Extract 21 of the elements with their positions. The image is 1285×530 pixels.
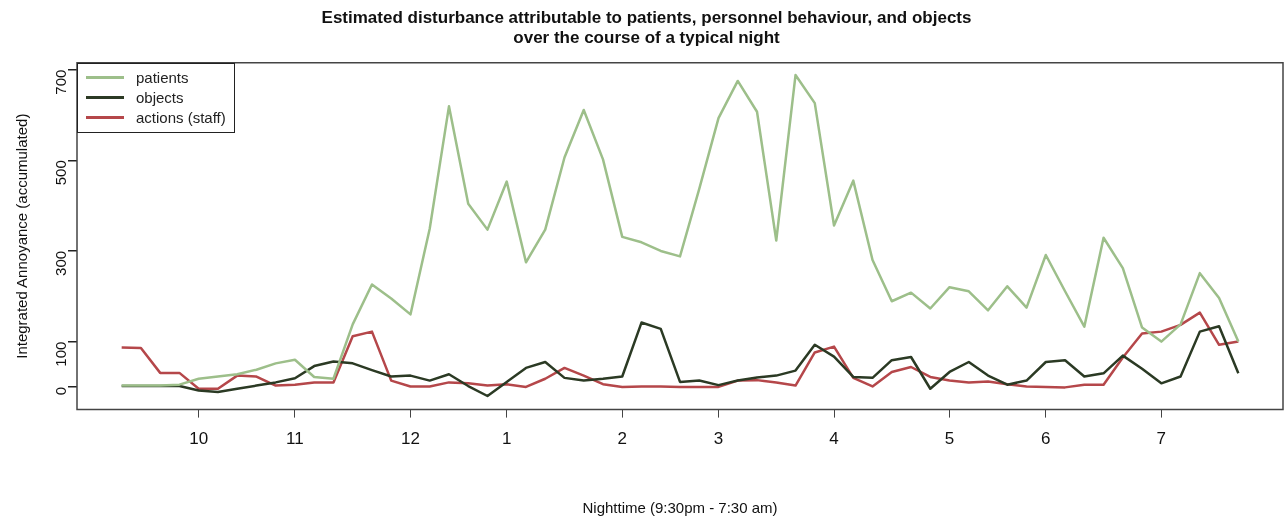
x-axis-title: Nighttime (9:30pm - 7:30 am) [582,499,778,517]
x-tick-label: 3 [713,429,724,449]
y-tick-label: 0 [52,386,70,396]
x-tick-label: 4 [829,429,839,449]
legend-label: actions (staff) [136,109,226,127]
x-tick-label: 6 [1041,429,1051,449]
y-tick-label: 100 [52,341,70,367]
y-tick-label: 500 [52,160,70,186]
y-tick-label: 700 [52,69,70,95]
legend-label: objects [136,89,184,107]
x-tick-label: 5 [944,429,955,449]
x-tick-label: 11 [286,429,304,449]
y-axis-title: Integrated Annoyance (accumulated) [13,113,31,359]
legend-label: patients [136,69,189,87]
x-tick-label: 2 [617,429,627,449]
chart-title: Estimated disturbance attributable to patients, personnel behaviour, and objects over the course of a typical night [321,7,972,48]
x-tick-label: 7 [1156,429,1167,449]
x-tick-label: 12 [401,429,420,449]
x-tick-label: 10 [189,429,209,449]
y-tick-label: 300 [52,250,70,276]
x-tick-label: 1 [501,429,512,449]
